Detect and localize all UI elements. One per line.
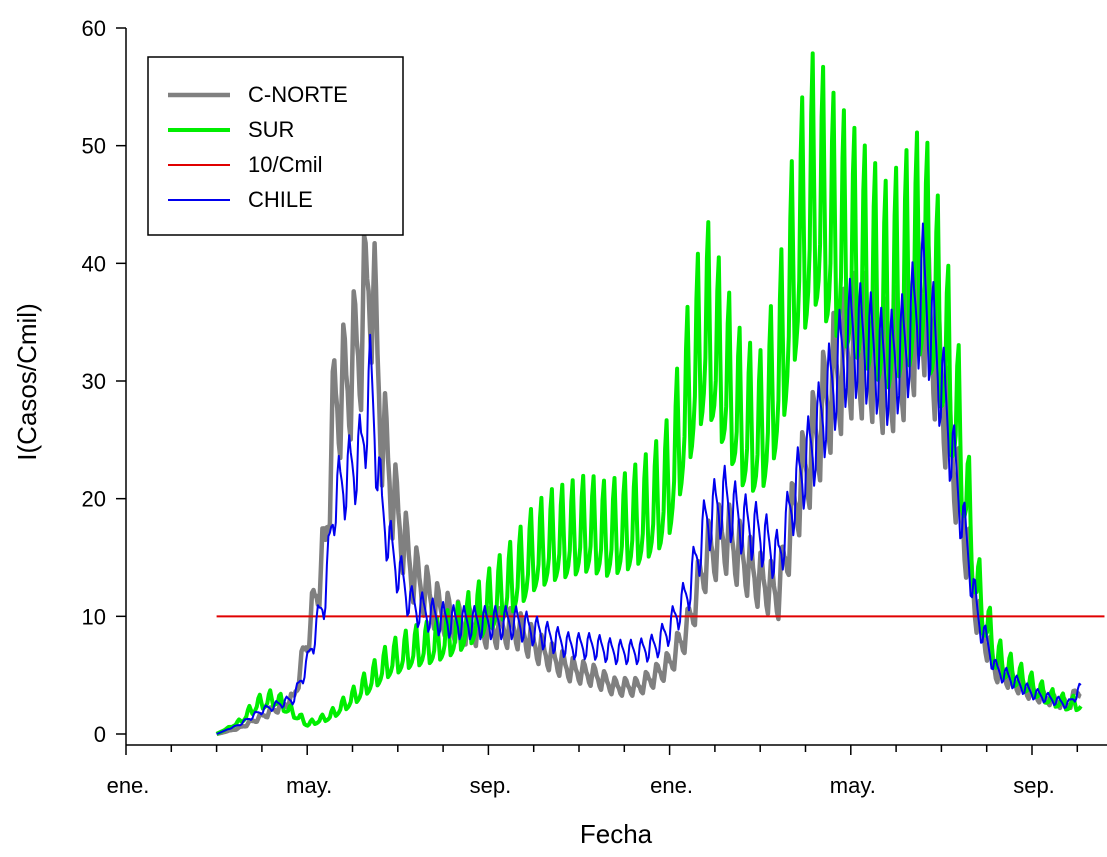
y-tick-label: 20 (82, 487, 106, 512)
y-tick-label: 10 (82, 604, 106, 629)
y-tick-label: 60 (82, 16, 106, 41)
legend-label: SUR (248, 117, 294, 142)
x-tick-label: may. (830, 773, 876, 798)
legend-label: C-NORTE (248, 82, 348, 107)
x-axis-title: Fecha (580, 819, 653, 849)
legend-box (147, 56, 404, 236)
x-tick-label: ene. (650, 773, 693, 798)
ticks-layer: 0 10 20 30 40 50 60 ene. may. sep. ene. may. sep. (82, 16, 1079, 798)
series-line-chile (216, 222, 1082, 735)
legend-item-sur: SUR (168, 117, 294, 142)
y-tick-label: 40 (82, 251, 106, 276)
legend-label: CHILE (248, 187, 313, 212)
legend-label: 10/Cmil (248, 152, 323, 177)
legend: C-NORTE SUR 10/Cmil CHILE (147, 56, 404, 236)
y-axis-title: I(Casos/Cmil) (12, 303, 42, 460)
x-tick-label: ene. (107, 773, 150, 798)
series-line-sur (215, 51, 1083, 736)
legend-item-c-norte: C-NORTE (168, 82, 348, 107)
x-tick-label: sep. (1013, 773, 1055, 798)
axes-layer (125, 28, 1107, 746)
series-line-c-norte (215, 225, 1082, 737)
x-tick-label: sep. (470, 773, 512, 798)
y-tick-label: 50 (82, 134, 106, 159)
y-tick-label: 0 (94, 722, 106, 747)
x-tick-label: may. (286, 773, 332, 798)
legend-item-chile: CHILE (168, 187, 313, 212)
y-tick-label: 30 (82, 369, 106, 394)
series-layer (215, 51, 1105, 737)
legend-item-10-cmil: 10/Cmil (168, 152, 323, 177)
